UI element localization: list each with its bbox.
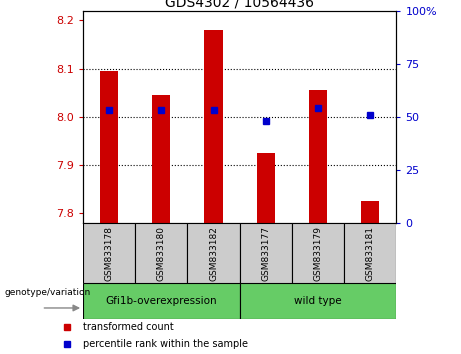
- Bar: [292, 223, 344, 283]
- Text: percentile rank within the sample: percentile rank within the sample: [83, 339, 248, 349]
- Bar: [204, 30, 223, 223]
- Bar: [361, 201, 379, 223]
- Bar: [257, 153, 275, 223]
- Text: genotype/variation: genotype/variation: [4, 287, 90, 297]
- Text: GSM833180: GSM833180: [157, 225, 166, 281]
- Text: GSM833178: GSM833178: [105, 225, 113, 281]
- Text: transformed count: transformed count: [83, 321, 174, 332]
- Text: GSM833179: GSM833179: [313, 225, 323, 281]
- Bar: [188, 223, 240, 283]
- Text: GSM833177: GSM833177: [261, 225, 270, 281]
- Bar: [100, 71, 118, 223]
- Bar: [309, 90, 327, 223]
- Bar: [240, 283, 396, 319]
- Text: Gfi1b-overexpression: Gfi1b-overexpression: [106, 296, 217, 306]
- Title: GDS4302 / 10564436: GDS4302 / 10564436: [165, 0, 314, 10]
- Bar: [152, 95, 171, 223]
- Bar: [240, 223, 292, 283]
- Bar: [83, 283, 240, 319]
- Text: wild type: wild type: [294, 296, 342, 306]
- Text: GSM833182: GSM833182: [209, 225, 218, 281]
- Bar: [83, 223, 135, 283]
- Bar: [344, 223, 396, 283]
- Text: GSM833181: GSM833181: [366, 225, 375, 281]
- Bar: [135, 223, 188, 283]
